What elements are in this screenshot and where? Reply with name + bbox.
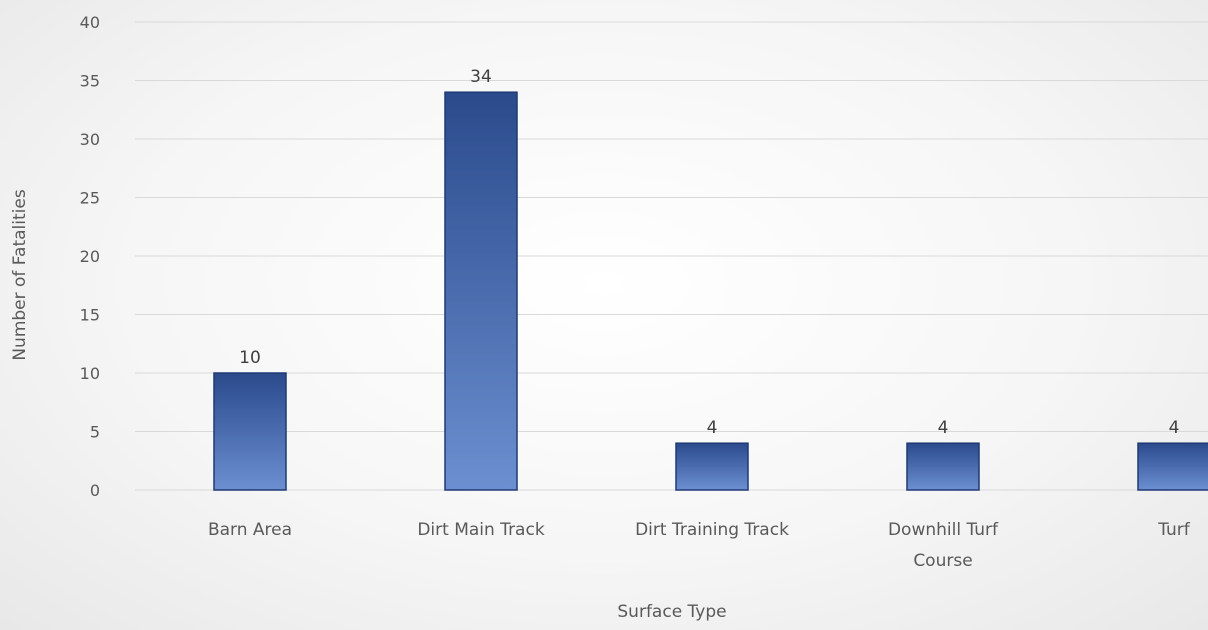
data-label: 10 — [239, 348, 261, 368]
x-axis-title: Surface Type — [617, 602, 726, 622]
y-axis-title: Number of Fatalities — [10, 189, 30, 360]
bars — [213, 91, 1208, 491]
y-axis-ticks: 0 5 10 15 20 25 30 35 40 — [80, 13, 100, 500]
bar-barn-area — [213, 372, 287, 491]
data-labels: 10 34 4 4 4 — [239, 67, 1179, 438]
y-tick-label: 10 — [80, 364, 100, 383]
y-tick-label: 20 — [80, 247, 100, 266]
x-category-label: Course — [913, 551, 972, 571]
data-label: 4 — [938, 418, 949, 438]
gridlines — [135, 21, 1208, 491]
bar-turf — [1137, 442, 1208, 491]
y-tick-label: 15 — [80, 306, 100, 325]
x-category-label: Turf — [1157, 520, 1191, 540]
y-tick-label: 40 — [80, 13, 100, 32]
y-tick-label: 25 — [80, 189, 100, 208]
data-label: 4 — [1169, 418, 1180, 438]
bar-dirt-main-track — [444, 91, 518, 491]
x-category-label: Dirt Training Track — [635, 520, 789, 540]
x-category-label: Barn Area — [208, 520, 292, 540]
y-tick-label: 30 — [80, 130, 100, 149]
y-tick-label: 5 — [90, 423, 100, 442]
bar-downhill-turf-course — [906, 442, 980, 491]
y-tick-label: 35 — [80, 72, 100, 91]
y-tick-label: 0 — [90, 481, 100, 500]
bar-dirt-training-track — [675, 442, 749, 491]
x-axis-categories: Barn Area Dirt Main Track Dirt Training Tr… — [208, 520, 1191, 571]
x-category-label: Downhill Turf — [888, 520, 999, 540]
data-label: 34 — [470, 67, 492, 87]
x-category-label: Dirt Main Track — [417, 520, 544, 540]
data-label: 4 — [707, 418, 718, 438]
